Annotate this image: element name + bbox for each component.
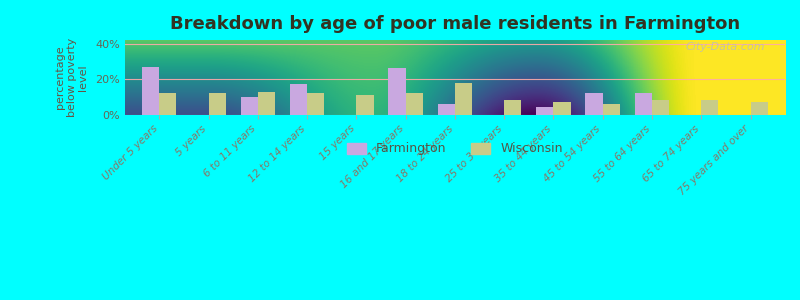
Title: Breakdown by age of poor male residents in Farmington: Breakdown by age of poor male residents … — [170, 15, 740, 33]
Bar — [750, 102, 768, 115]
Bar — [406, 93, 423, 115]
Bar — [438, 104, 455, 115]
Text: City-Data.com: City-Data.com — [686, 42, 765, 52]
Bar — [652, 100, 670, 115]
Bar — [258, 92, 275, 115]
Bar — [536, 107, 554, 115]
Bar — [504, 100, 522, 115]
Bar — [586, 93, 602, 115]
Bar — [142, 67, 159, 115]
Bar — [702, 100, 718, 115]
Bar — [209, 93, 226, 115]
Bar — [159, 93, 177, 115]
Bar — [307, 93, 324, 115]
Bar — [554, 102, 570, 115]
Bar — [602, 104, 620, 115]
Bar — [290, 84, 307, 115]
Bar — [356, 95, 374, 115]
Bar — [388, 68, 406, 115]
Legend: Farmington, Wisconsin: Farmington, Wisconsin — [342, 137, 568, 160]
Bar — [241, 97, 258, 115]
Bar — [634, 93, 652, 115]
Bar — [455, 82, 472, 115]
Y-axis label: percentage
below poverty
level: percentage below poverty level — [55, 38, 88, 117]
